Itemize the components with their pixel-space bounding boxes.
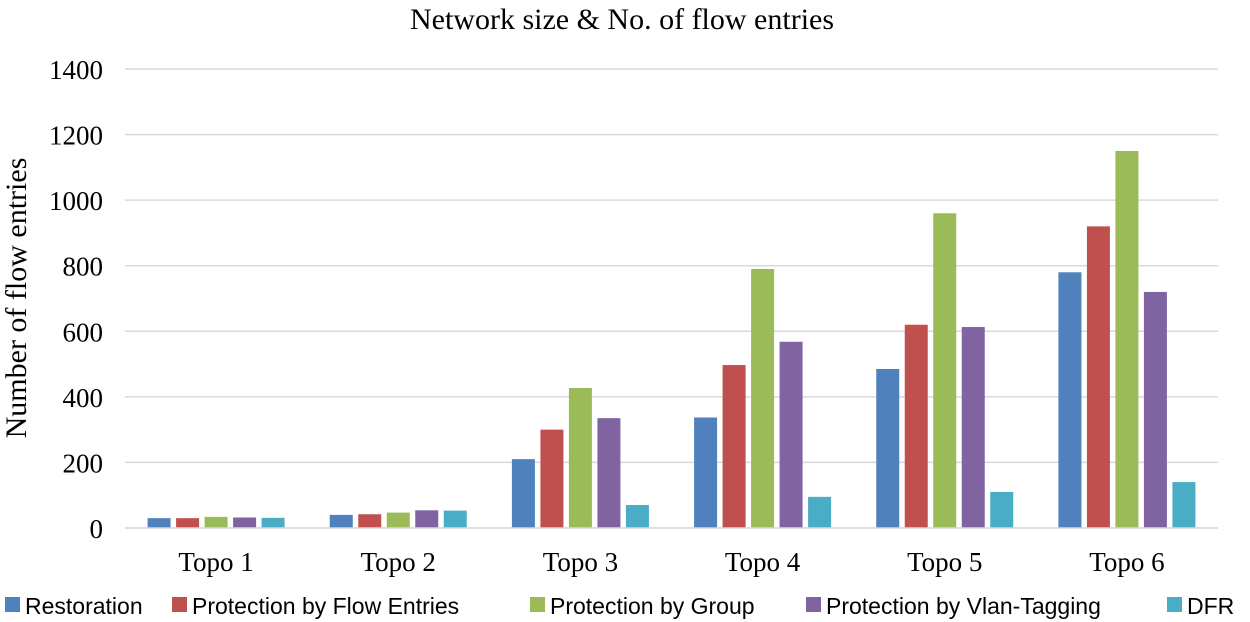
x-tick-label: Topo 2 — [361, 547, 436, 577]
bar — [540, 429, 564, 528]
bar — [779, 341, 803, 528]
bar — [1058, 272, 1082, 528]
bar — [961, 327, 985, 528]
legend-swatch — [172, 597, 187, 612]
bar — [147, 518, 171, 528]
legend-swatch — [5, 597, 20, 612]
y-tick-label: 600 — [63, 317, 104, 347]
bar — [358, 514, 382, 528]
legend-label: DFR — [1187, 593, 1234, 619]
bar — [933, 213, 957, 528]
legend-swatch — [1167, 597, 1182, 612]
bar — [876, 368, 900, 528]
bar — [386, 512, 410, 528]
y-tick-label: 1200 — [49, 121, 103, 151]
bar — [204, 516, 228, 528]
bar — [568, 388, 592, 528]
bar — [176, 518, 200, 528]
x-tick-label: Topo 5 — [907, 547, 982, 577]
bar — [415, 510, 439, 528]
y-tick-label: 0 — [90, 514, 104, 544]
legend: Restoration Protection by Flow Entries Pro… — [5, 593, 1234, 619]
bar — [722, 365, 746, 528]
y-tick-label: 200 — [63, 448, 104, 478]
bar — [597, 418, 621, 528]
x-tick-label: Topo 3 — [543, 547, 618, 577]
bars — [125, 150, 1218, 529]
x-tick-labels: Topo 1 Topo 2 Topo 3 Topo 4 Topo 5 Topo 6 — [178, 547, 1164, 577]
bar — [694, 417, 718, 528]
legend-label: Protection by Vlan-Tagging — [826, 593, 1101, 619]
x-tick-label: Topo 1 — [178, 547, 253, 577]
bar — [1172, 482, 1196, 528]
legend-swatch — [530, 597, 545, 612]
bar — [1086, 226, 1110, 528]
bar — [1115, 150, 1139, 528]
bar — [625, 505, 649, 528]
legend-swatch — [806, 597, 821, 612]
y-tick-label: 1400 — [49, 55, 103, 85]
legend-label: Protection by Group — [550, 593, 755, 619]
y-tick-label: 1000 — [49, 186, 103, 216]
bar — [904, 324, 928, 528]
bar — [233, 517, 257, 528]
bar — [1143, 291, 1167, 528]
x-tick-label: Topo 6 — [1089, 547, 1164, 577]
bar — [443, 510, 467, 528]
bar — [990, 491, 1014, 528]
y-tick-label: 800 — [63, 252, 104, 282]
legend-label: Protection by Flow Entries — [192, 593, 459, 619]
bar — [751, 268, 775, 528]
y-tick-labels: 0 200 400 600 800 1000 1200 1400 — [49, 55, 103, 544]
x-tick-label: Topo 4 — [725, 547, 801, 577]
chart-title: Network size & No. of flow entries — [410, 3, 834, 36]
bar — [261, 517, 285, 528]
y-axis-label: Number of flow entries — [0, 158, 33, 439]
y-tick-label: 400 — [63, 383, 104, 413]
bar — [329, 514, 353, 528]
bar — [808, 496, 832, 528]
bar — [511, 459, 535, 528]
gridlines — [125, 68, 1218, 529]
legend-label: Restoration — [25, 593, 143, 619]
